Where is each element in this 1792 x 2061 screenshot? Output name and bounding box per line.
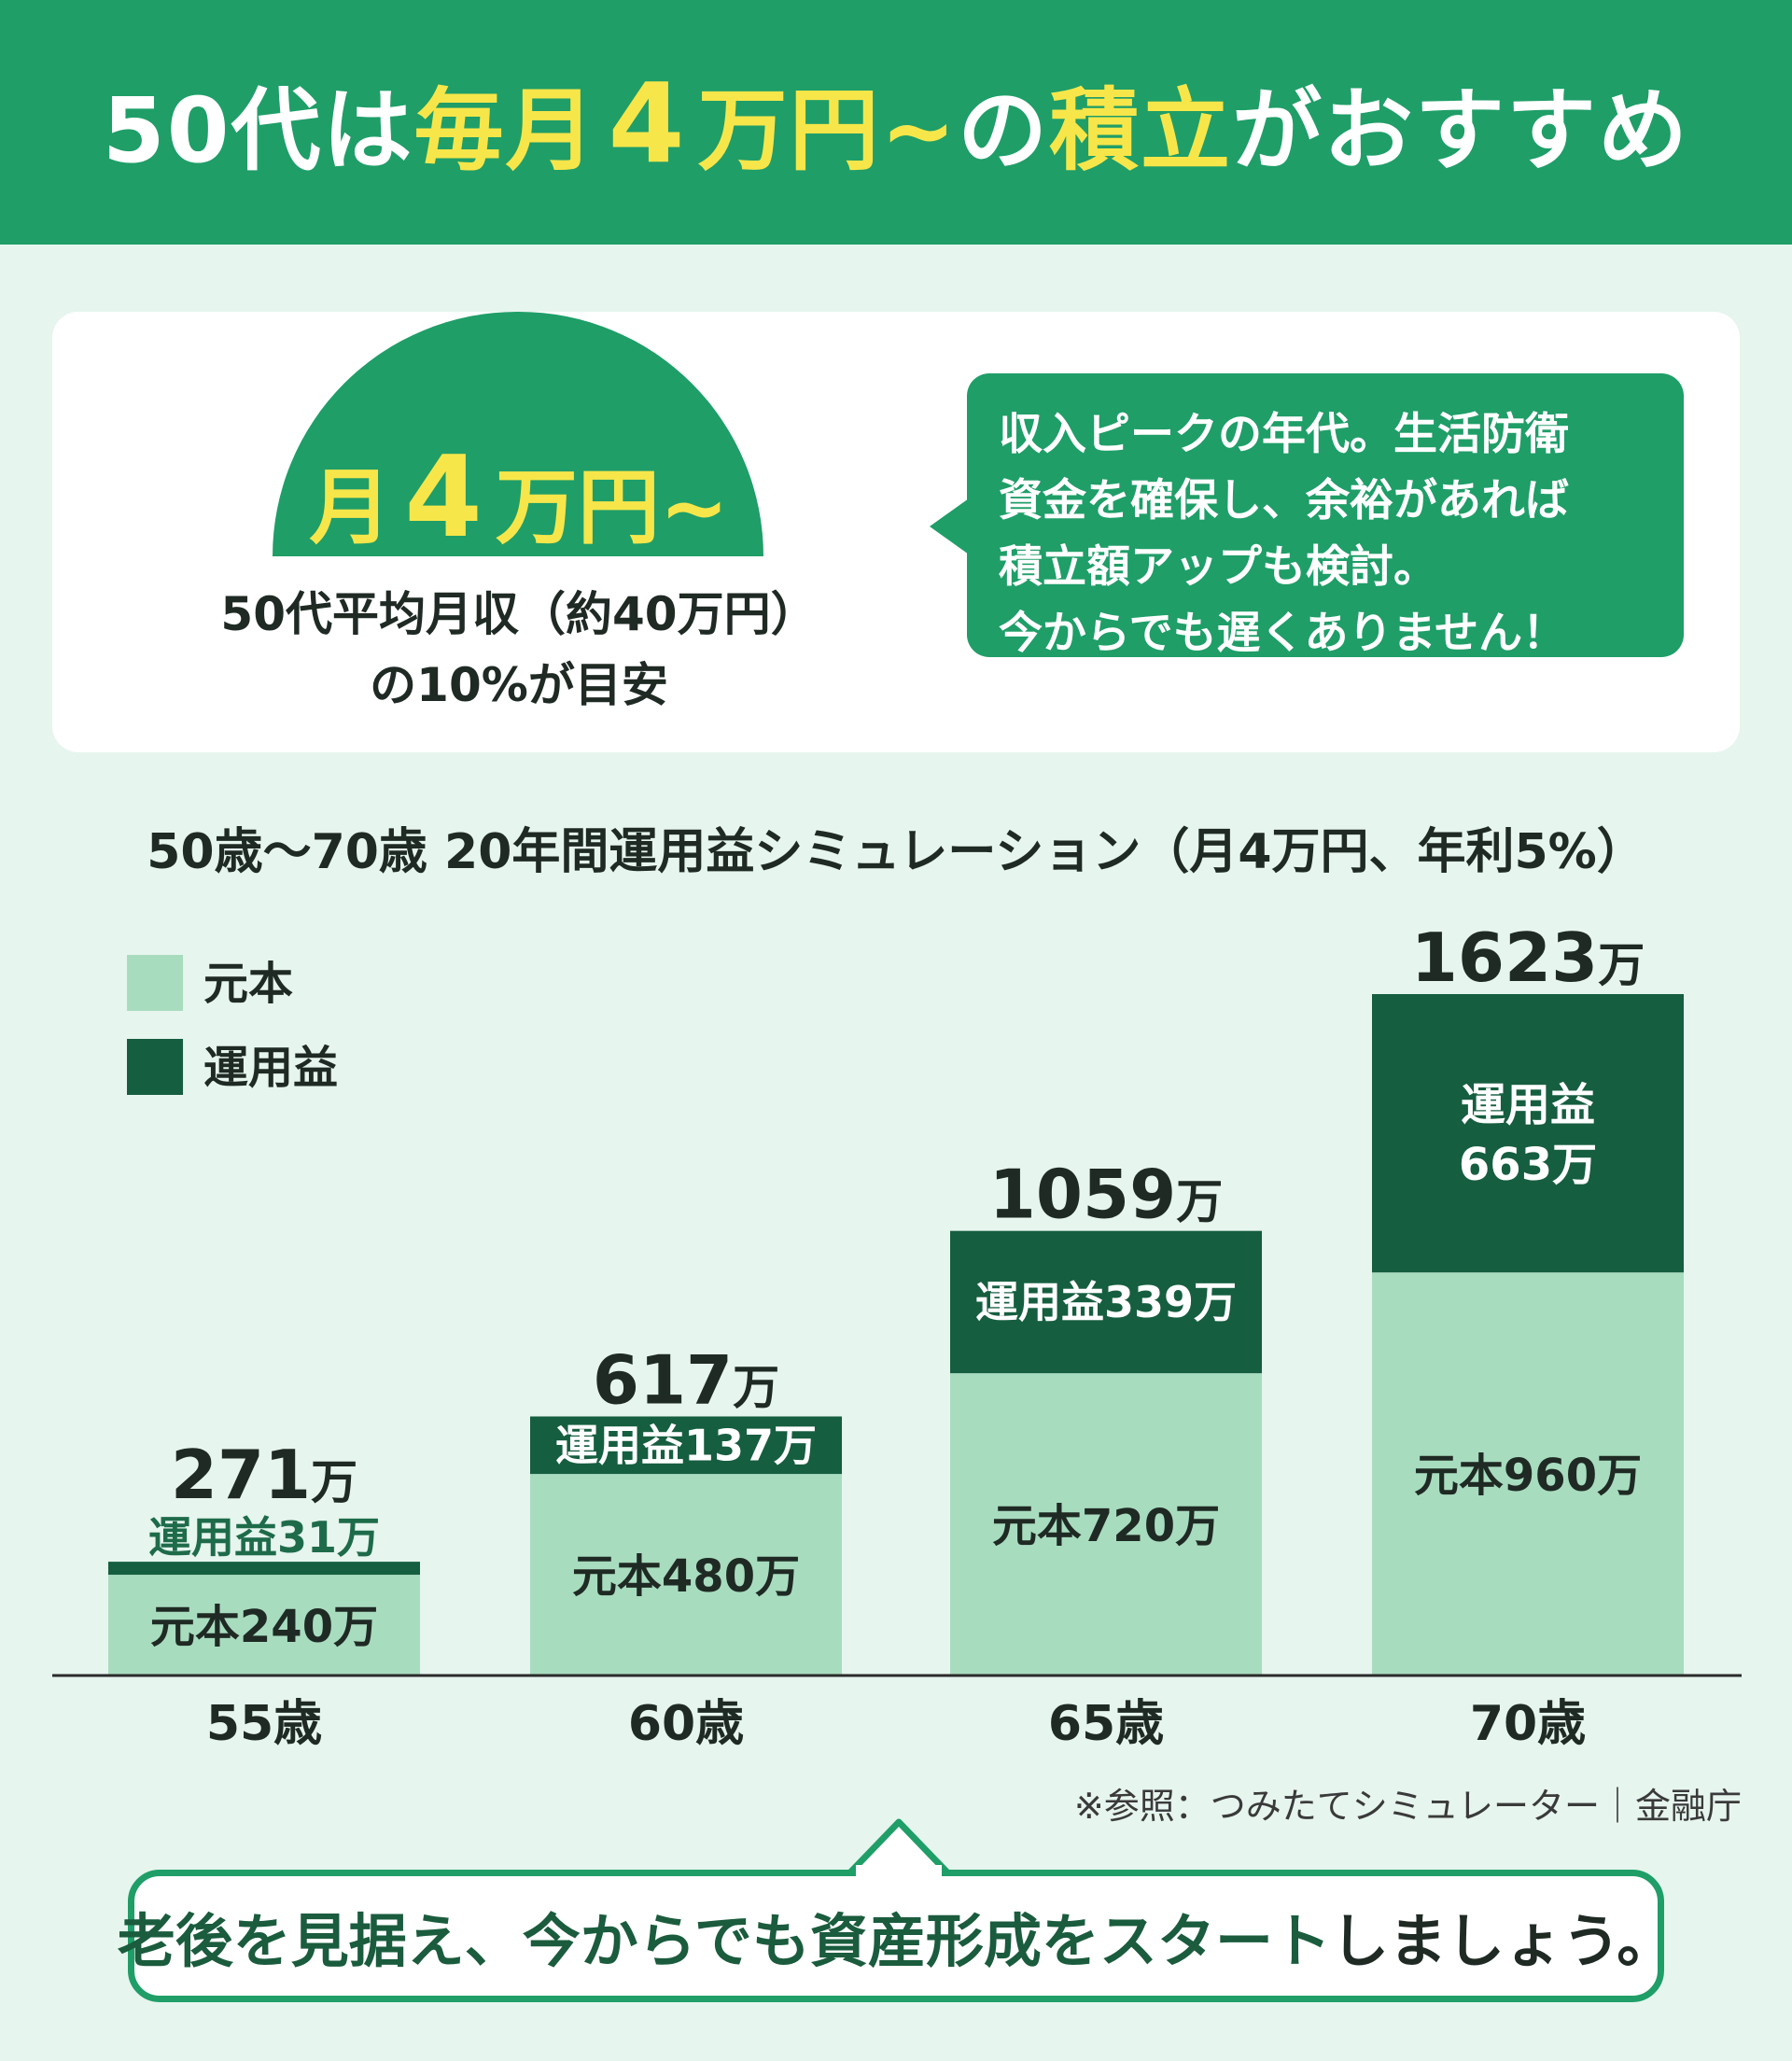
legend-swatch-principal [127, 955, 183, 1011]
bar-gain-2 [530, 1416, 842, 1475]
cta-text: 老後を見据え、今からでも資産形成をスタートしましょう。 [117, 1907, 1675, 1975]
label-gain-4-line-1: 運用益 [1461, 1079, 1595, 1131]
label-principal-4: 元本960万 [1414, 1450, 1642, 1502]
label-principal-1: 元本240万 [150, 1601, 378, 1653]
speech-bubble-tail [930, 498, 969, 554]
bar-principal-1 [108, 1575, 420, 1675]
label-gain-1: 運用益31万 [148, 1512, 380, 1563]
x-tick-label-1: 55歳 [206, 1696, 322, 1752]
legend-label-principal: 元本 [203, 958, 293, 1010]
label-gain-2: 運用益137万 [555, 1420, 817, 1470]
bar-principal-3 [950, 1373, 1262, 1675]
label-principal-3: 元本720万 [992, 1500, 1220, 1552]
legend-label-gain: 運用益 [203, 1042, 338, 1094]
monthly-amount: 月 4 万円~ [309, 433, 729, 563]
page-title: 50代は毎月 4 万円~の積立がおすすめ [102, 58, 1690, 188]
bar-gain-3 [950, 1230, 1262, 1374]
label-total-2: 617万 [593, 1340, 779, 1419]
bar-gain-1 [108, 1562, 420, 1576]
call-to-action-banner: 老後を見据え、今からでも資産形成をスタートしましょう。 [118, 1870, 1674, 2002]
cta-pointer-mask [856, 1865, 942, 1878]
bar-gain-4 [1372, 994, 1684, 1273]
bar-principal-4 [1372, 1272, 1684, 1675]
source-note: ※参照：つみたてシミュレーター｜金融庁 [1073, 1786, 1742, 1827]
label-total-3: 1059万 [989, 1156, 1223, 1234]
x-tick-label-3: 65歳 [1048, 1696, 1164, 1752]
bar-principal-2 [530, 1474, 842, 1675]
amount-caption: 50代平均月収（約40万円） の10%が目安 [220, 587, 818, 712]
label-gain-4-line-2: 663万 [1459, 1139, 1597, 1191]
label-total-4: 1623万 [1411, 918, 1645, 997]
advice-speech-bubble: 収入ピークの年代。生活防衛 資金を確保し、余裕があれば 積立額アップも検討。 今… [967, 373, 1684, 659]
label-principal-2: 元本480万 [572, 1550, 800, 1603]
label-total-1: 271万 [171, 1436, 357, 1514]
intro-card: 月 4 万円~ 50代平均月収（約40万円） の10%が目安 収入ピークの年代。生活… [52, 312, 1740, 752]
header-banner: 50代は毎月 4 万円~の積立がおすすめ [0, 0, 1792, 245]
legend-swatch-gain [127, 1039, 183, 1095]
cta-pointer [847, 1818, 951, 1872]
label-gain-3: 運用益339万 [975, 1277, 1237, 1327]
x-tick-label-4: 70歳 [1470, 1696, 1586, 1752]
chart-title: 50歳〜70歳 20年間運用益シミュレーション（月4万円、年利5%） [147, 824, 1645, 880]
x-tick-label-2: 60歳 [628, 1696, 744, 1752]
